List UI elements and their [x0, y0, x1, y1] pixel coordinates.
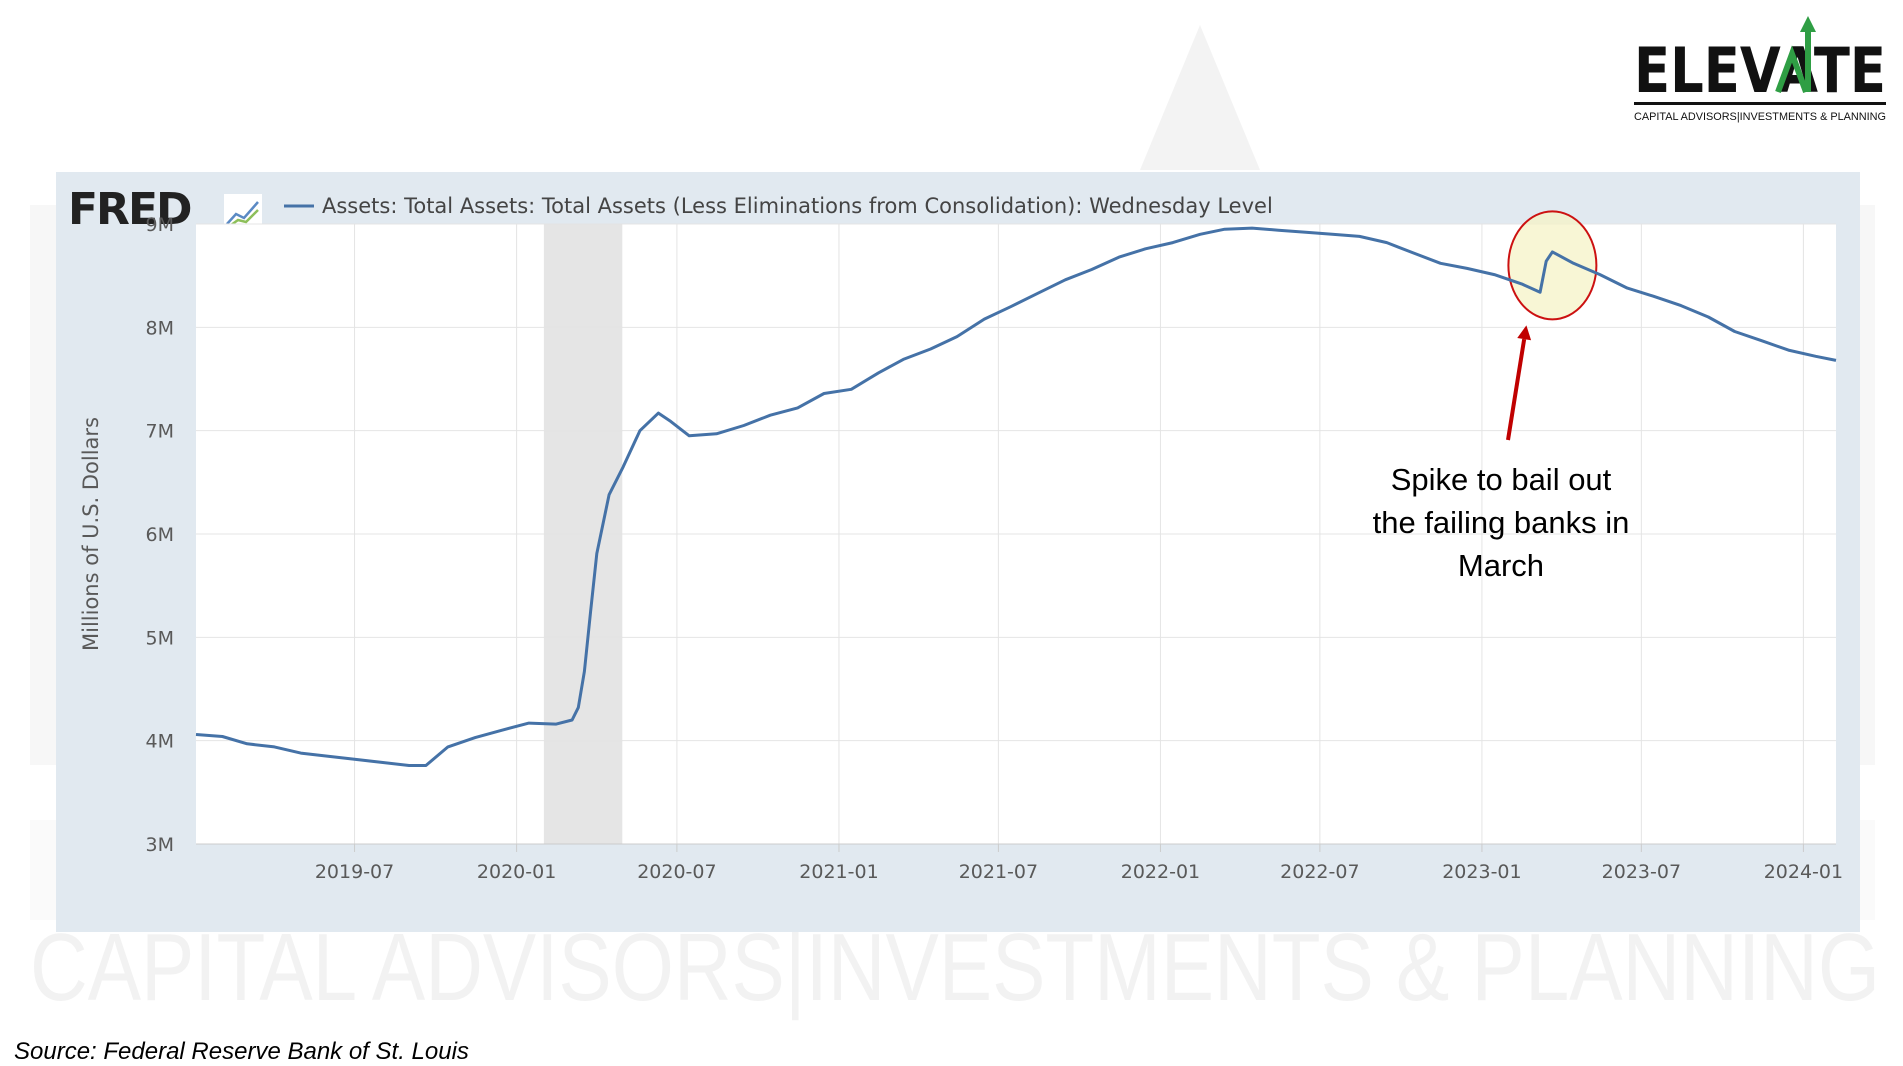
y-tick-label: 6M — [146, 524, 174, 546]
elevate-logo: ELEVATE CAPITAL ADVISORS|INVESTMENTS & P… — [1634, 16, 1886, 123]
fred-logo: FRED — [68, 184, 262, 235]
x-tick-label: 2024-01 — [1764, 861, 1843, 883]
x-axis: 2019-07 2020-01 2020-07 2021-01 2021-07 2022-… — [315, 844, 1843, 883]
y-axis-label: Millions of U.S. Dollars — [79, 417, 103, 651]
legend-label: Assets: Total Assets: Total Assets (Less… — [322, 194, 1273, 218]
series-line-total-assets — [195, 226, 1837, 767]
growth-arrow-icon — [1775, 16, 1816, 94]
x-tick-label: 2023-07 — [1602, 861, 1681, 883]
annotation-highlight-circle — [1507, 210, 1598, 321]
x-tick-label: 2023-01 — [1442, 861, 1521, 883]
annotation-arrowhead-icon — [1517, 325, 1532, 341]
y-tick-label: 3M — [146, 834, 174, 856]
brand-tagline: CAPITAL ADVISORS|INVESTMENTS & PLANNING — [1634, 111, 1886, 123]
x-tick-label: 2020-07 — [637, 861, 716, 883]
fred-chart-panel: FRED Assets: Total Assets: Total Assets … — [56, 172, 1860, 932]
line-chart: FRED Assets: Total Assets: Total Assets … — [68, 184, 1843, 883]
x-tick-label: 2019-07 — [315, 861, 394, 883]
annotation-arrow-icon — [1506, 338, 1527, 441]
annotation-line-3: March — [1458, 548, 1544, 583]
y-axis: 3M 4M 5M 6M 7M 8M 9M — [146, 214, 174, 856]
brand-name: ELEVATE — [1634, 34, 1886, 107]
y-tick-label: 9M — [146, 214, 174, 236]
y-tick-label: 5M — [146, 627, 174, 649]
x-tick-label: 2022-01 — [1121, 861, 1200, 883]
y-tick-label: 4M — [146, 731, 174, 753]
legend: Assets: Total Assets: Total Assets (Less… — [284, 194, 1273, 218]
fred-logo-text: FRED — [68, 184, 191, 235]
x-tick-label: 2021-07 — [959, 861, 1038, 883]
x-tick-label: 2021-01 — [799, 861, 878, 883]
annotation-line-1: Spike to bail out — [1391, 462, 1612, 497]
x-tick-label: 2020-01 — [477, 861, 556, 883]
y-tick-label: 8M — [146, 317, 174, 339]
x-tick-label: 2022-07 — [1280, 861, 1359, 883]
annotation-line-2: the failing banks in — [1373, 505, 1630, 540]
annotation: Spike to bail out the failing banks in M… — [1373, 325, 1630, 583]
source-citation: Source: Federal Reserve Bank of St. Loui… — [14, 1038, 469, 1065]
y-tick-label: 7M — [146, 421, 174, 443]
